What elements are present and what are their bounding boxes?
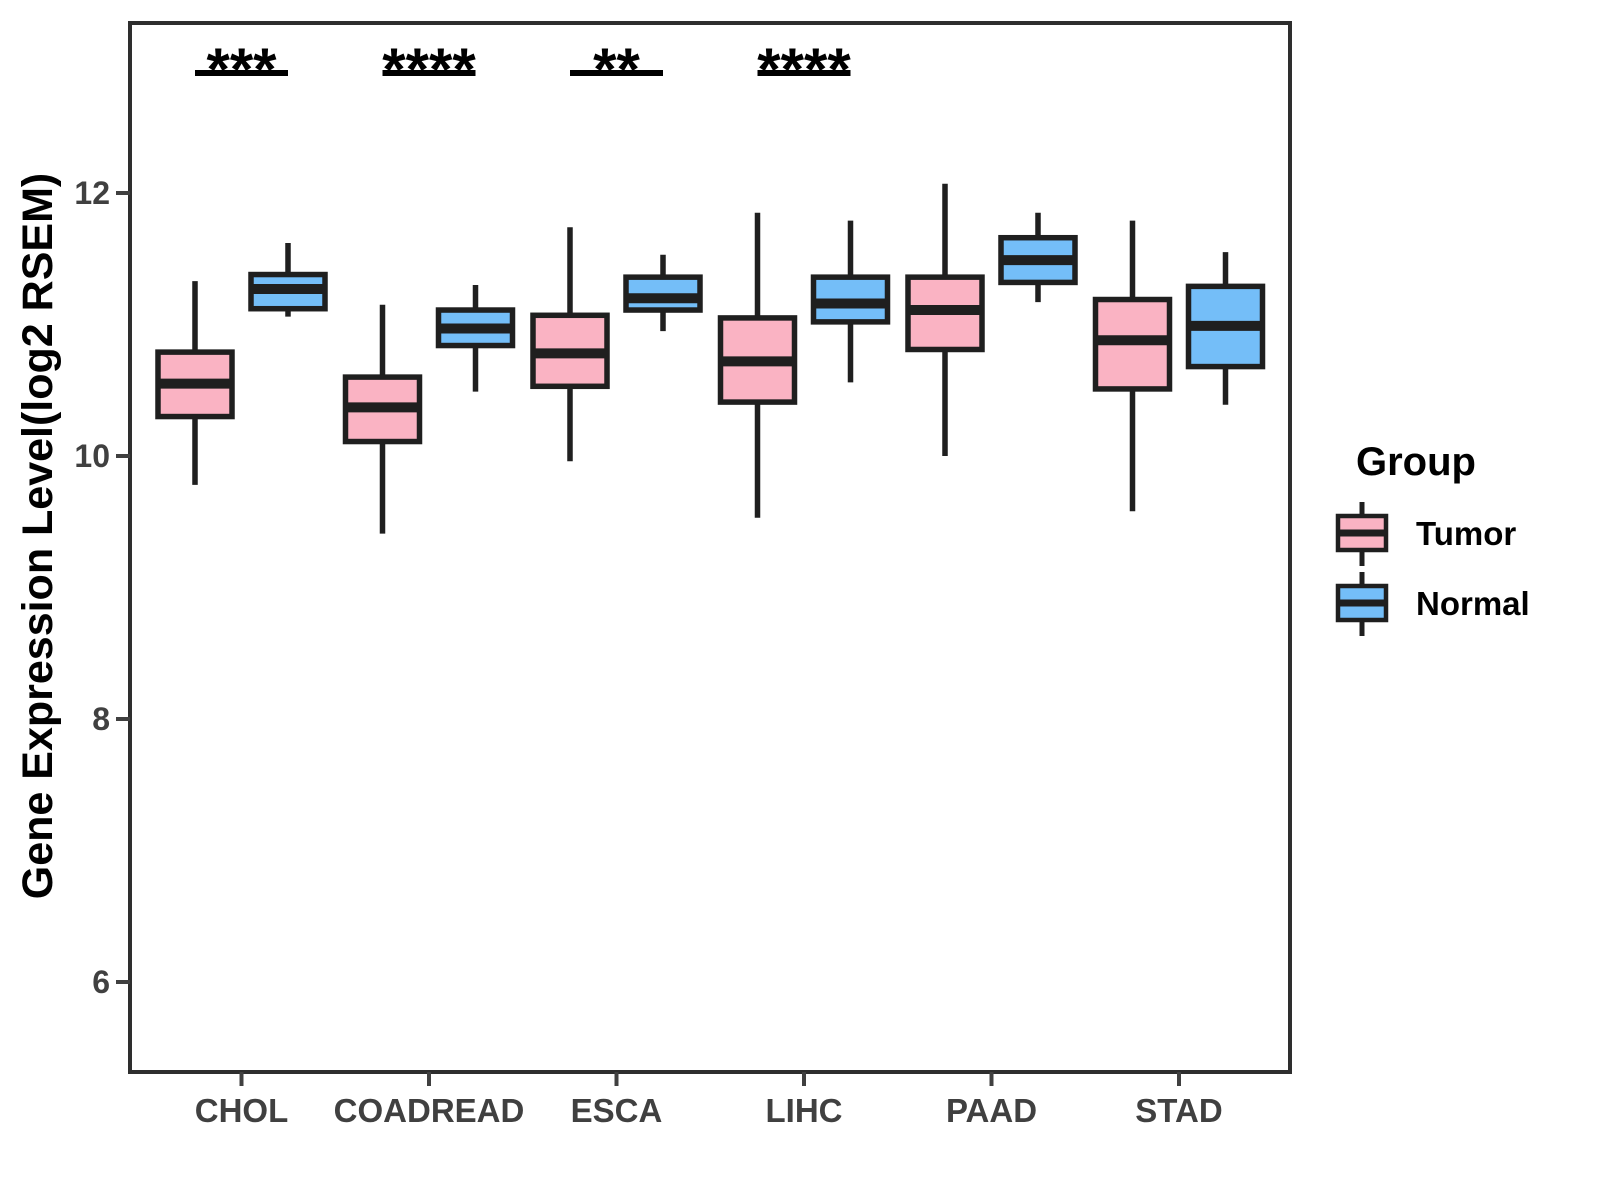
legend: Group Tumor Normal: [1328, 440, 1598, 639]
legend-entry-tumor: Tumor: [1334, 499, 1598, 569]
sig-label-lihc: ****: [757, 36, 851, 103]
legend-label-normal: Normal: [1416, 585, 1530, 622]
x-tick-label-lihc: LIHC: [766, 1092, 843, 1129]
plot-panel-border: [128, 21, 1292, 1074]
y-tick-label: 10: [74, 438, 110, 474]
tumor-boxplot-icon: [1335, 502, 1389, 566]
x-tick-label-paad: PAAD: [946, 1092, 1037, 1129]
sig-label-chol: ***: [206, 36, 277, 103]
y-tick-label: 8: [92, 701, 110, 737]
legend-entry-normal: Normal: [1334, 569, 1598, 639]
sig-label-coadread: ****: [382, 36, 476, 103]
y-tick-label: 6: [92, 964, 110, 1000]
x-tick-label-stad: STAD: [1135, 1092, 1222, 1129]
legend-title: Group: [1356, 440, 1476, 484]
normal-boxplot-icon: [1335, 572, 1389, 636]
y-tick-label: 12: [74, 175, 110, 211]
x-tick-label-chol: CHOL: [195, 1092, 289, 1129]
sig-label-esca: **: [593, 36, 640, 103]
x-tick-label-coadread: COADREAD: [334, 1092, 525, 1129]
x-tick-label-esca: ESCA: [571, 1092, 663, 1129]
y-axis-title: Gene Expression Level(log2 RSEM): [14, 172, 62, 900]
legend-label-tumor: Tumor: [1416, 515, 1517, 552]
